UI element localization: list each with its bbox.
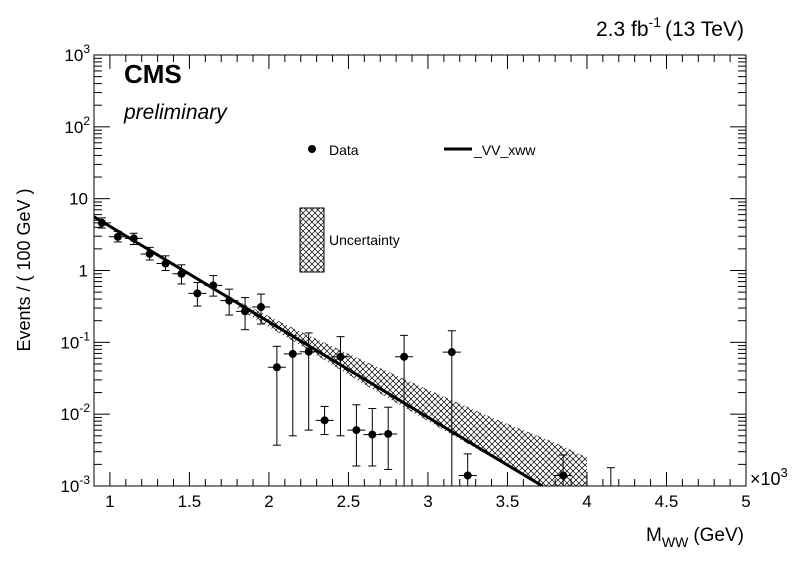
cms-label: CMS <box>124 59 182 89</box>
data-marker <box>320 416 329 425</box>
data-marker <box>209 281 218 290</box>
y-tick-label: 102 <box>64 114 90 137</box>
data-point <box>94 217 111 229</box>
data-marker <box>129 234 138 243</box>
data-marker <box>241 307 250 316</box>
data-marker <box>352 426 361 435</box>
x-tick-label: 1 <box>105 492 114 511</box>
data-marker <box>559 471 568 480</box>
uncertainty-band <box>237 300 587 486</box>
x-tick-label: 1.5 <box>178 492 202 511</box>
y-axis-ticks: 10-3 10-2 10-1 1 10 102 103 <box>60 42 746 496</box>
legend-entry-data: Data <box>308 142 359 158</box>
x-multiplier-base: ×10 <box>750 469 781 489</box>
data-point <box>458 453 477 486</box>
preliminary-label: preliminary <box>123 101 228 124</box>
x-tick-label: 2 <box>264 492 273 511</box>
data-point <box>554 454 573 486</box>
data-marker <box>368 430 377 439</box>
x-axis-label-unit: (GeV) <box>693 525 744 546</box>
legend-uncertainty-swatch <box>299 207 325 273</box>
data-point <box>299 332 318 431</box>
data-marker <box>304 347 313 356</box>
data-point <box>379 406 398 470</box>
data-marker <box>256 303 265 312</box>
x-multiplier-exp: 3 <box>781 465 788 480</box>
data-marker <box>272 363 281 372</box>
data-point <box>606 467 615 486</box>
data-point <box>140 246 159 261</box>
data-marker <box>193 289 202 298</box>
legend: Data _VV_xww Uncertainty <box>299 142 536 273</box>
legend-entry-fit: _VV_xww <box>444 142 536 158</box>
data-point <box>395 334 414 486</box>
y-tick-label: 10-2 <box>60 401 90 424</box>
data-point <box>442 330 461 486</box>
data-marker <box>145 249 154 258</box>
y-tick-label: 10-1 <box>60 329 90 352</box>
x-axis-label: MWW (GeV) <box>646 525 744 550</box>
lumi-exponent: -1 <box>649 14 662 30</box>
x-tick-label: 4 <box>582 492 591 511</box>
lumi-value: 2.3 fb <box>596 18 649 41</box>
x-tick-label: 3 <box>423 492 432 511</box>
x-axis-label-main: M <box>646 525 662 546</box>
data-points-layer <box>94 217 615 486</box>
data-point <box>220 288 239 316</box>
data-marker <box>113 232 122 241</box>
data-marker <box>400 352 409 361</box>
x-tick-label: 5 <box>741 492 750 511</box>
data-point <box>251 293 270 325</box>
x-tick-label: 3.5 <box>496 492 520 511</box>
x-axis-label-sub: WW <box>662 534 689 550</box>
data-marker <box>336 352 345 361</box>
data-point <box>204 275 223 297</box>
legend-fit-label: _VV_xww <box>473 142 536 158</box>
energy-label: (13 TeV) <box>665 18 744 41</box>
data-point <box>267 345 286 446</box>
legend-uncertainty-label: Uncertainty <box>329 232 400 248</box>
y-axis-label: Events / ( 100 GeV ) <box>14 188 34 351</box>
y-tick-label: 10-3 <box>60 473 90 496</box>
x-axis-ticks: 1 1.5 2 2.5 3 3.5 4 4.5 5 <box>93 55 751 511</box>
data-point <box>363 407 382 467</box>
data-marker <box>225 296 234 305</box>
data-point <box>283 334 302 437</box>
x-tick-label: 4.5 <box>655 492 679 511</box>
y-tick-label: 1 <box>79 262 88 281</box>
legend-data-label: Data <box>329 142 359 158</box>
data-marker <box>177 269 186 278</box>
data-point <box>188 282 207 307</box>
data-point <box>124 232 143 246</box>
data-point <box>156 255 175 271</box>
data-marker <box>288 349 297 358</box>
legend-entry-uncertainty: Uncertainty <box>299 207 400 273</box>
x-tick-label: 2.5 <box>337 492 361 511</box>
data-marker <box>463 471 472 480</box>
lumi-label: 2.3 fb-1 (13 TeV) <box>596 14 744 41</box>
data-point <box>236 297 255 331</box>
x-axis-multiplier: ×103 <box>750 465 788 489</box>
data-marker <box>161 259 170 268</box>
y-tick-label: 103 <box>64 42 90 65</box>
data-point <box>172 264 191 285</box>
data-marker <box>97 218 106 227</box>
data-point <box>331 336 350 437</box>
data-point <box>108 230 127 243</box>
data-marker <box>447 348 456 357</box>
legend-data-marker <box>308 145 316 153</box>
data-point <box>315 405 334 436</box>
uncertainty-band-layer <box>237 300 587 486</box>
data-marker <box>384 429 393 438</box>
data-point <box>347 404 366 467</box>
y-tick-label: 10 <box>69 190 88 209</box>
